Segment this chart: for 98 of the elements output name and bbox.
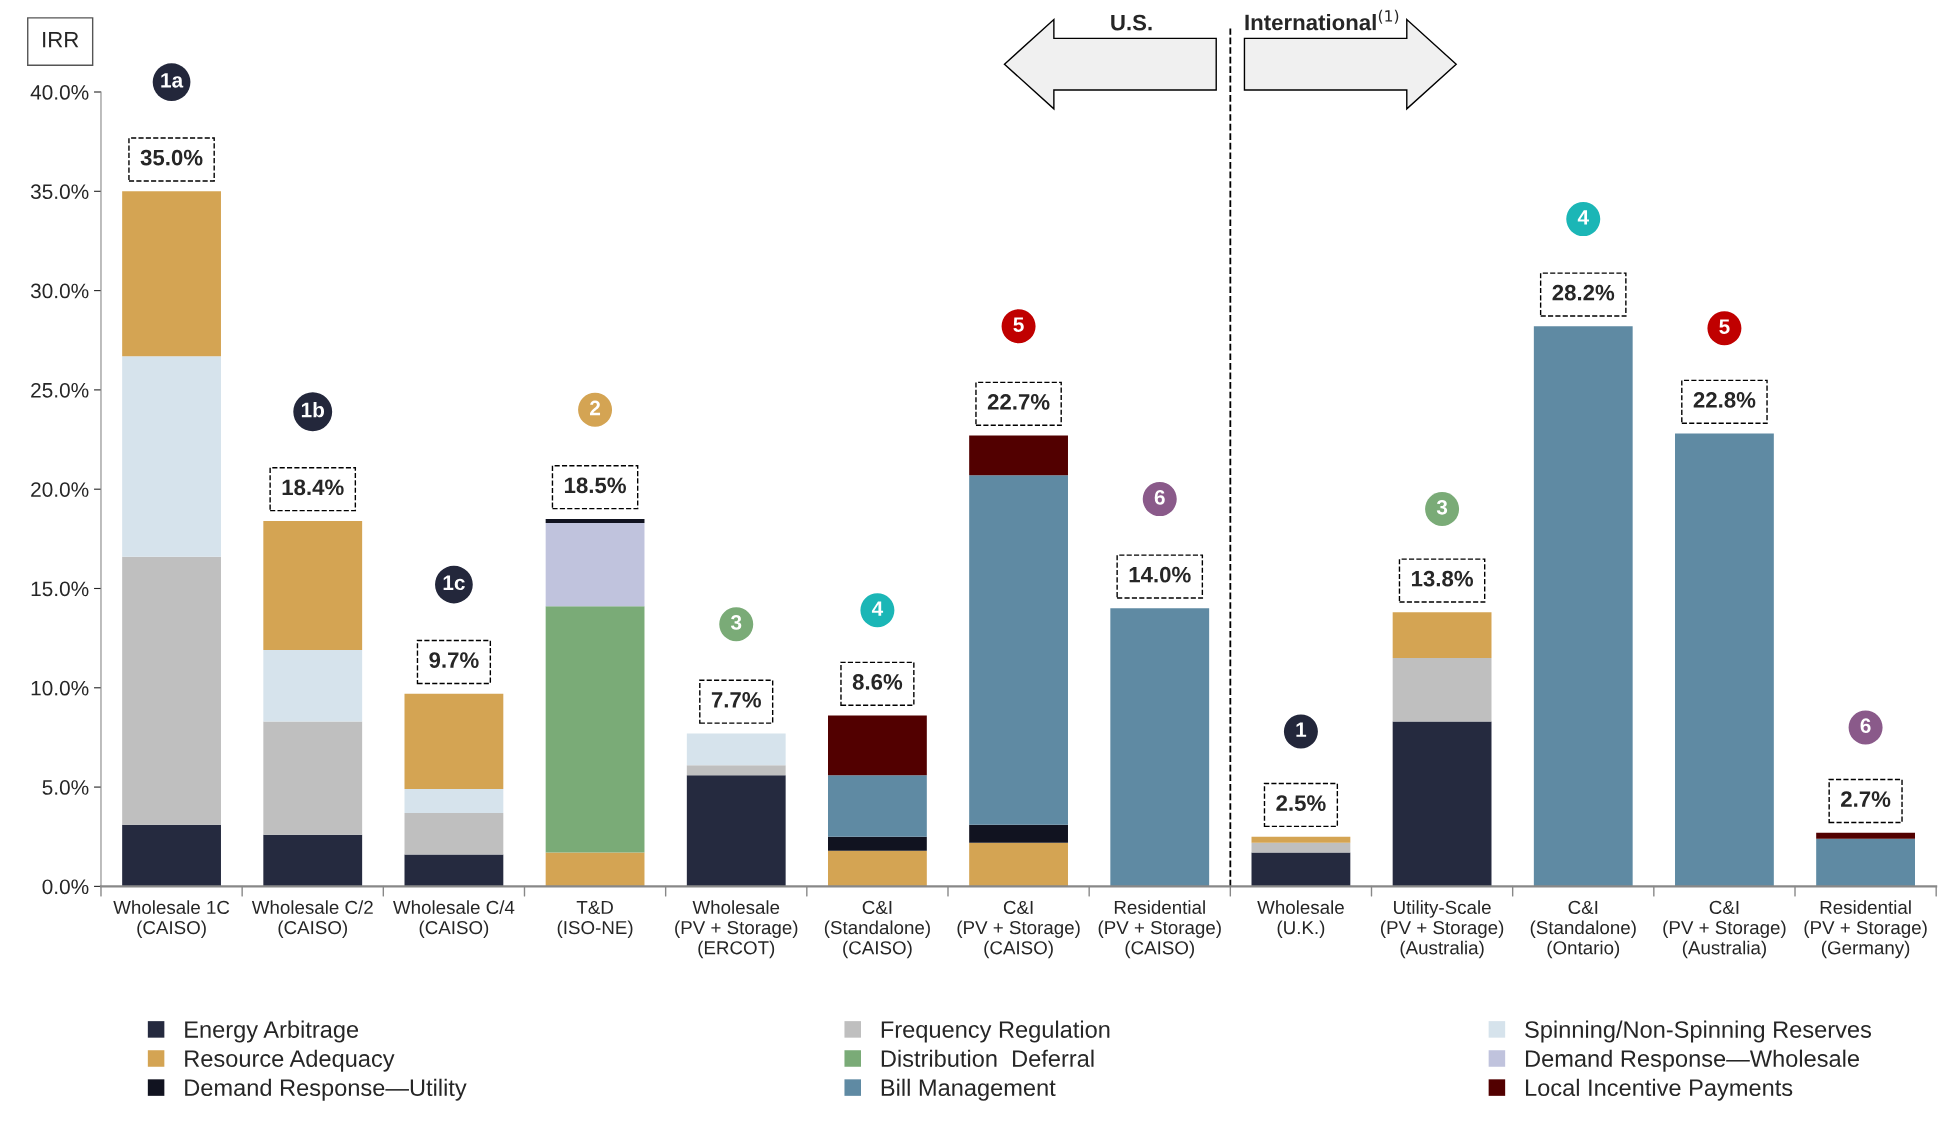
bar <box>263 834 363 887</box>
bar <box>686 765 786 776</box>
total-label: 18.5% <box>564 477 626 494</box>
bar <box>969 435 1068 476</box>
annotation: 3 <box>730 615 742 630</box>
x-tick-label: Wholesale (U.K.) <box>1257 900 1344 938</box>
x-tick-label: Residential (PV + Storage) (Germany) <box>1804 900 1927 959</box>
bar <box>828 775 927 837</box>
text: U.S. <box>1111 14 1152 31</box>
bar <box>969 475 1068 825</box>
bar <box>686 733 786 766</box>
x-tick-label: C&I (Standalone) (CAISO) <box>824 900 930 959</box>
bar <box>1110 608 1210 887</box>
legend-label: Demand Response—Wholesale <box>1525 1049 1859 1072</box>
x-tick-label: T&D (ISO-NE) <box>557 900 633 938</box>
annotation: 4 <box>871 601 884 616</box>
bar <box>404 789 504 813</box>
bar <box>1816 838 1915 887</box>
total-label: 35.0% <box>140 149 203 166</box>
legend-label: Energy Arbitrage <box>185 1020 359 1043</box>
bar <box>1251 852 1351 887</box>
total-label: 14.0% <box>1129 566 1191 583</box>
annotation: 2 <box>590 400 601 416</box>
legend-label: Bill Management <box>881 1078 1056 1101</box>
y-axis-title: IRR <box>43 31 79 48</box>
text: International$^{(1)}$ <box>1245 9 1399 31</box>
bar <box>122 824 221 887</box>
legend-label: Demand Response—Utility <box>185 1078 467 1101</box>
bar <box>404 854 504 887</box>
annotation: 6 <box>1860 718 1871 734</box>
bar <box>545 852 645 887</box>
bar <box>1675 433 1774 887</box>
bar <box>686 775 786 887</box>
y-tick-label: 0.0% <box>42 879 89 895</box>
y-tick-label: 40.0% <box>30 85 89 100</box>
total-label: 7.7% <box>711 691 761 708</box>
bar <box>969 842 1068 887</box>
total-label: 2.7% <box>1841 791 1891 807</box>
bar <box>122 356 221 557</box>
bar <box>1392 658 1492 722</box>
bar <box>404 693 504 790</box>
bar <box>969 824 1068 843</box>
annotation: 4 <box>1577 210 1589 225</box>
annotation: 3 <box>1436 499 1448 515</box>
y-tick-label: 30.0% <box>30 283 89 299</box>
legend-label: Distribution Deferral <box>881 1049 1094 1067</box>
total-label: 13.8% <box>1411 570 1474 587</box>
bar <box>545 522 645 607</box>
bar <box>1251 842 1351 853</box>
legend-label: Resource Adequacy <box>185 1049 395 1072</box>
bar <box>1533 326 1633 887</box>
bar <box>828 836 927 851</box>
annotation: 1c <box>443 575 465 591</box>
bar <box>545 606 645 853</box>
legend-label: Spinning/Non-Spinning Reserves <box>1525 1020 1872 1043</box>
bar <box>828 715 927 776</box>
y-tick-label: 20.0% <box>31 482 89 497</box>
y-tick-label: 25.0% <box>31 382 89 398</box>
annotation: 1b <box>301 402 325 418</box>
bar <box>545 518 645 523</box>
total-label: 18.4% <box>282 479 344 496</box>
y-tick-label: 10.0% <box>31 680 89 696</box>
bar <box>404 812 504 855</box>
bar <box>1251 836 1351 843</box>
x-tick-label: C&I (Standalone) (Ontario) <box>1530 900 1636 959</box>
bar <box>263 650 363 722</box>
total-label: 22.7% <box>987 394 1050 410</box>
x-tick-label: Wholesale 1C (CAISO) <box>113 900 230 938</box>
y-tick-label: 15.0% <box>31 581 89 597</box>
annotation: 6 <box>1154 489 1165 505</box>
total-label: 2.5% <box>1276 795 1326 811</box>
bar <box>122 556 221 825</box>
total-label: 22.8% <box>1693 392 1756 408</box>
bar <box>1816 832 1915 839</box>
bar <box>1392 721 1492 887</box>
legend-label: Local Incentive Payments <box>1525 1078 1793 1101</box>
total-label: 8.6% <box>852 674 903 690</box>
total-label: 9.7% <box>429 652 479 668</box>
total-label: 28.2% <box>1552 284 1615 301</box>
x-tick-label: Residential (PV + Storage) (CAISO) <box>1098 900 1221 959</box>
annotation: 1 <box>1296 722 1307 737</box>
bar <box>828 850 927 887</box>
x-tick-label: Utility-Scale (PV + Storage) (Australia) <box>1380 900 1504 959</box>
y-tick-label: 35.0% <box>30 184 89 200</box>
x-tick-label: Wholesale C/4 (CAISO) <box>393 900 515 938</box>
x-tick-label: Wholesale (PV + Storage) (ERCOT) <box>675 900 798 959</box>
annotation: 1a <box>161 73 184 88</box>
x-tick-label: C&I (PV + Storage) (Australia) <box>1663 900 1786 959</box>
x-tick-label: Wholesale C/2 (CAISO) <box>251 900 373 938</box>
bar <box>263 721 363 835</box>
bar <box>122 191 221 357</box>
legend-label: Frequency Regulation <box>881 1020 1110 1043</box>
bar <box>1392 612 1492 658</box>
annotation: 5 <box>1719 319 1730 334</box>
y-tick-label: 5.0% <box>42 780 89 795</box>
bar <box>263 520 363 651</box>
annotation: 5 <box>1013 317 1024 332</box>
x-tick-label: C&I (PV + Storage) (CAISO) <box>957 900 1080 959</box>
